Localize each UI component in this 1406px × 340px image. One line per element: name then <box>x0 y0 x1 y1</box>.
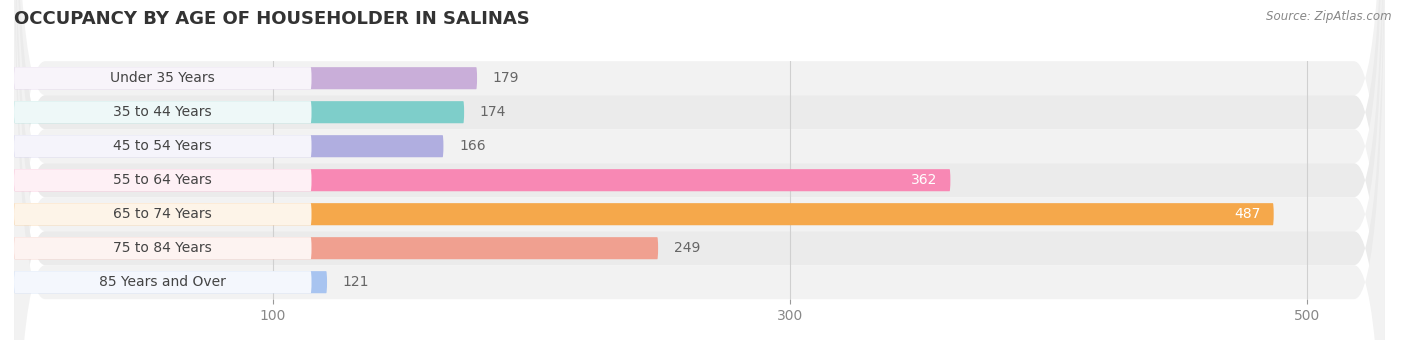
FancyBboxPatch shape <box>14 67 312 89</box>
FancyBboxPatch shape <box>14 0 1385 340</box>
FancyBboxPatch shape <box>14 0 1385 340</box>
FancyBboxPatch shape <box>14 0 1385 340</box>
FancyBboxPatch shape <box>14 271 328 293</box>
Text: 179: 179 <box>492 71 519 85</box>
Text: 249: 249 <box>673 241 700 255</box>
FancyBboxPatch shape <box>14 101 464 123</box>
FancyBboxPatch shape <box>14 0 1385 340</box>
Text: 55 to 64 Years: 55 to 64 Years <box>114 173 212 187</box>
FancyBboxPatch shape <box>14 271 312 293</box>
FancyBboxPatch shape <box>14 67 477 89</box>
Text: 45 to 54 Years: 45 to 54 Years <box>114 139 212 153</box>
Text: 174: 174 <box>479 105 506 119</box>
FancyBboxPatch shape <box>14 135 312 157</box>
FancyBboxPatch shape <box>14 0 1385 340</box>
Text: Under 35 Years: Under 35 Years <box>111 71 215 85</box>
Text: OCCUPANCY BY AGE OF HOUSEHOLDER IN SALINAS: OCCUPANCY BY AGE OF HOUSEHOLDER IN SALIN… <box>14 10 530 28</box>
Text: 121: 121 <box>343 275 368 289</box>
Text: 85 Years and Over: 85 Years and Over <box>100 275 226 289</box>
FancyBboxPatch shape <box>14 237 312 259</box>
FancyBboxPatch shape <box>14 237 658 259</box>
FancyBboxPatch shape <box>14 203 1274 225</box>
Text: Source: ZipAtlas.com: Source: ZipAtlas.com <box>1267 10 1392 23</box>
Text: 166: 166 <box>458 139 485 153</box>
FancyBboxPatch shape <box>14 169 312 191</box>
FancyBboxPatch shape <box>14 0 1385 340</box>
Text: 362: 362 <box>911 173 938 187</box>
Text: 75 to 84 Years: 75 to 84 Years <box>114 241 212 255</box>
FancyBboxPatch shape <box>14 169 950 191</box>
Text: 487: 487 <box>1234 207 1261 221</box>
FancyBboxPatch shape <box>14 203 312 225</box>
Text: 65 to 74 Years: 65 to 74 Years <box>114 207 212 221</box>
FancyBboxPatch shape <box>14 0 1385 340</box>
FancyBboxPatch shape <box>14 101 312 123</box>
Text: 35 to 44 Years: 35 to 44 Years <box>114 105 212 119</box>
FancyBboxPatch shape <box>14 135 443 157</box>
